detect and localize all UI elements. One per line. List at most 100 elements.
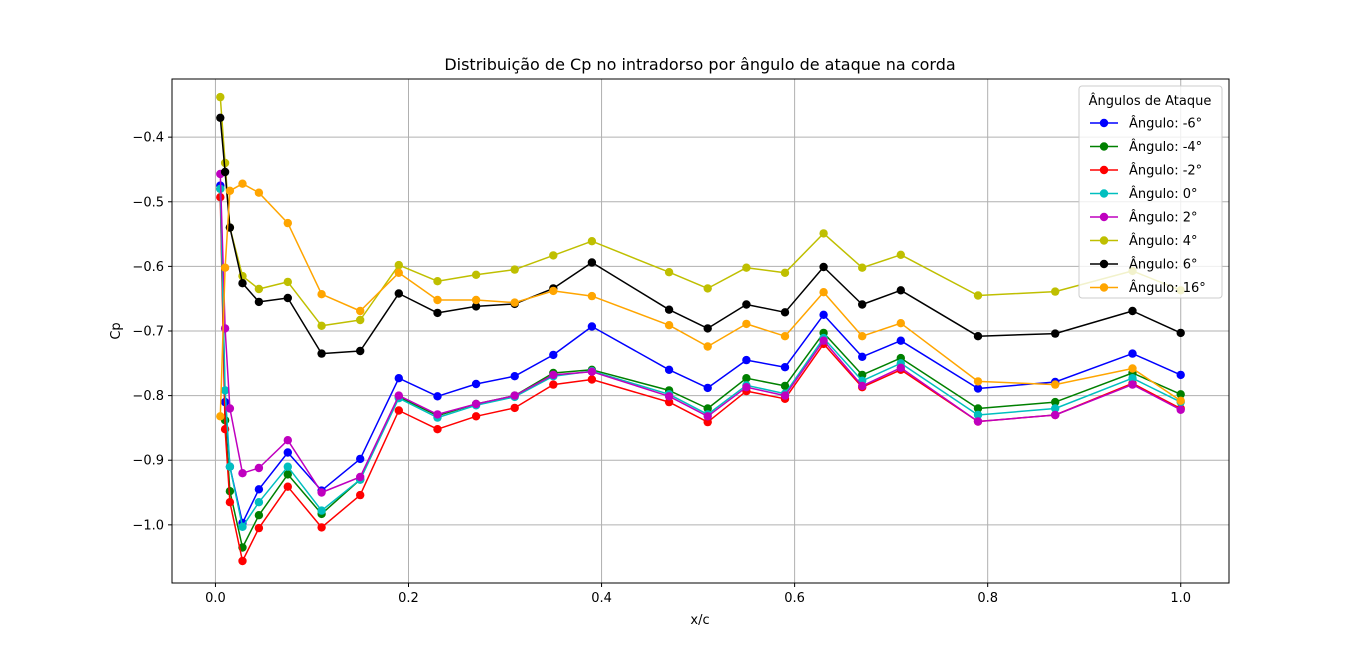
data-point xyxy=(703,404,712,413)
data-point xyxy=(394,289,403,298)
legend-entry: Ângulo: 16° xyxy=(1090,280,1206,296)
data-point xyxy=(587,291,597,301)
data-point xyxy=(973,377,983,386)
data-point xyxy=(433,277,442,286)
data-point xyxy=(780,308,790,317)
data-point xyxy=(254,498,264,507)
legend-marker xyxy=(1099,118,1109,128)
data-point xyxy=(1051,329,1060,338)
series-5 xyxy=(216,92,1185,330)
data-point xyxy=(1051,410,1060,420)
legend-label: Ângulo: -2° xyxy=(1129,163,1202,179)
legend-entry: Ângulo: -4° xyxy=(1090,139,1202,155)
data-point xyxy=(254,463,264,473)
legend-label: Ângulo: 0° xyxy=(1129,186,1197,202)
y-axis-label: Cp xyxy=(109,322,124,339)
legend-marker xyxy=(1099,236,1109,245)
data-point xyxy=(1128,374,1137,383)
data-point xyxy=(1176,390,1185,399)
legend-label: Ângulo: 4° xyxy=(1129,233,1197,249)
series-0 xyxy=(216,181,1185,528)
data-point xyxy=(356,490,365,500)
data-point xyxy=(317,321,326,330)
data-point xyxy=(283,470,292,479)
data-point xyxy=(819,310,828,319)
data-point xyxy=(858,381,867,391)
data-point xyxy=(471,270,481,279)
data-point xyxy=(780,381,790,391)
x-tick-label: 1.0 xyxy=(1170,591,1191,606)
legend-entries: Ângulo: -6° Ângulo: -4° Ângulo: -2° Ângulo:… xyxy=(1090,116,1206,296)
legend-title: Ângulos de Ataque xyxy=(1089,93,1212,109)
data-point xyxy=(317,506,326,515)
y-tick-label: −0.6 xyxy=(132,260,164,275)
x-tick-label: 0.4 xyxy=(591,591,612,606)
data-point xyxy=(587,375,597,384)
data-point xyxy=(471,379,481,389)
data-point xyxy=(225,498,235,507)
legend-label: Ângulo: -6° xyxy=(1129,116,1202,132)
data-point xyxy=(216,412,225,421)
legend-label: Ângulo: -4° xyxy=(1129,139,1202,155)
data-point xyxy=(510,403,519,413)
axis-ticks: 0.0 0.2 0.4 0.6 0.8 1.0 −1.0 −0.9 −0.8 −0.7 −0.6 −0… xyxy=(132,131,1191,606)
data-point xyxy=(703,342,712,351)
data-point xyxy=(238,469,247,478)
data-point xyxy=(1128,349,1137,358)
legend-label: Ângulo: 16° xyxy=(1129,280,1206,296)
data-point xyxy=(254,511,264,520)
data-point xyxy=(317,523,326,532)
legend-entry: Ângulo: 4° xyxy=(1090,233,1197,249)
data-point xyxy=(356,315,365,325)
x-tick-label: 0.6 xyxy=(784,591,805,606)
x-axis-label: x/c xyxy=(690,613,709,628)
legend-marker xyxy=(1099,212,1109,222)
data-point xyxy=(664,268,674,277)
data-point xyxy=(433,295,442,305)
data-point xyxy=(283,218,292,228)
data-point xyxy=(858,332,867,341)
data-point xyxy=(973,410,983,420)
legend-marker xyxy=(1099,259,1109,269)
data-point xyxy=(238,279,247,288)
data-point xyxy=(510,372,519,381)
data-point xyxy=(664,305,674,314)
legend-marker xyxy=(1099,142,1109,151)
data-point xyxy=(703,324,712,333)
data-point xyxy=(742,374,751,383)
data-point xyxy=(587,367,597,376)
data-point xyxy=(858,352,867,361)
data-point xyxy=(216,113,225,123)
data-point xyxy=(973,417,983,426)
data-point xyxy=(254,297,264,307)
data-point xyxy=(896,319,905,328)
data-point xyxy=(394,260,403,270)
data-point xyxy=(433,425,442,434)
data-point xyxy=(549,350,558,360)
data-point xyxy=(819,336,828,345)
data-point xyxy=(549,370,558,380)
data-point xyxy=(742,319,751,329)
x-tick-label: 0.2 xyxy=(398,591,419,606)
data-point xyxy=(896,363,905,372)
y-tick-label: −0.5 xyxy=(132,195,164,210)
data-point xyxy=(896,250,905,259)
legend-entry: Ângulo: 6° xyxy=(1090,257,1197,273)
data-point xyxy=(283,293,292,303)
data-point xyxy=(664,321,674,330)
data-point xyxy=(225,404,235,413)
data-point xyxy=(216,92,225,102)
data-point xyxy=(356,454,365,464)
data-point xyxy=(1176,405,1185,414)
data-point xyxy=(587,258,597,267)
data-point xyxy=(742,263,751,272)
legend-entry: Ângulo: 2° xyxy=(1090,210,1197,226)
data-point xyxy=(1051,404,1060,413)
data-point xyxy=(238,522,247,531)
data-point xyxy=(356,346,365,356)
data-point xyxy=(471,295,481,305)
data-point xyxy=(510,298,519,307)
data-point xyxy=(220,386,230,395)
data-point xyxy=(742,383,751,392)
data-point xyxy=(587,322,597,331)
